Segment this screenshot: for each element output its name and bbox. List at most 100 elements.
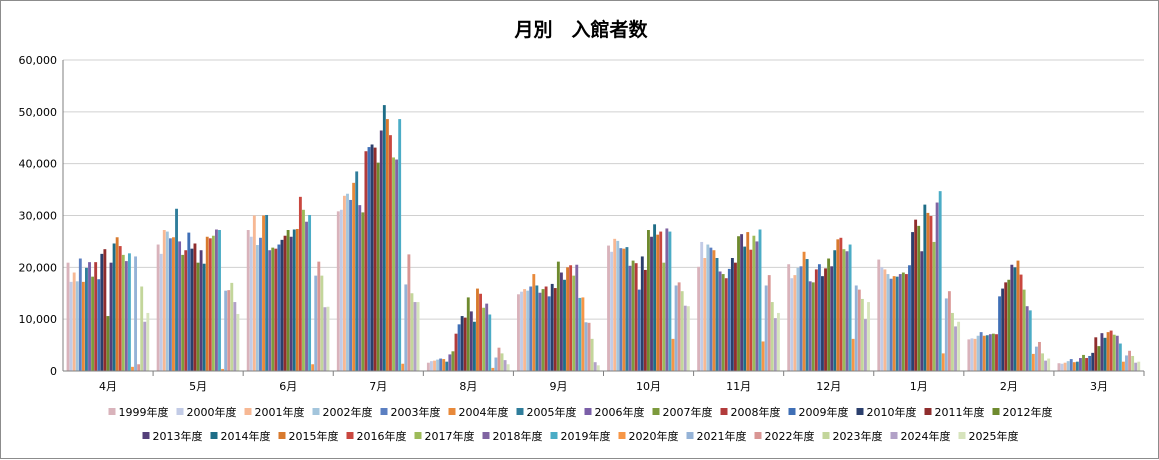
- bar: [715, 258, 719, 371]
- bar: [1121, 361, 1125, 371]
- bar: [1088, 355, 1092, 371]
- bar: [395, 159, 399, 371]
- bar: [1118, 343, 1122, 371]
- bar: [75, 281, 79, 371]
- legend-swatch: [550, 432, 558, 439]
- bar: [265, 214, 269, 371]
- bar: [1069, 359, 1073, 371]
- bar: [523, 289, 527, 371]
- bar: [590, 338, 594, 371]
- bar: [886, 274, 890, 371]
- bar: [410, 293, 414, 371]
- bar: [904, 274, 908, 371]
- bar: [146, 312, 150, 371]
- bar: [538, 292, 542, 371]
- x-tick-label: 6月: [279, 380, 297, 393]
- legend-swatch: [924, 408, 932, 415]
- bar: [392, 157, 395, 371]
- bar: [323, 307, 327, 371]
- bar: [898, 274, 902, 371]
- bar: [66, 262, 70, 371]
- bar: [911, 232, 914, 371]
- bar: [755, 241, 759, 371]
- bar: [131, 366, 134, 371]
- bar: [889, 278, 893, 371]
- legend-swatch: [142, 432, 150, 439]
- bar: [106, 316, 110, 371]
- bar: [298, 196, 302, 371]
- bar: [995, 334, 998, 371]
- bar: [97, 279, 101, 371]
- bar: [845, 251, 849, 371]
- legend-label: 2001年度: [255, 405, 305, 419]
- bar: [532, 274, 536, 371]
- bar: [569, 265, 573, 371]
- bar: [752, 235, 756, 371]
- bar: [686, 306, 690, 371]
- x-tick-label: 3月: [1090, 380, 1108, 393]
- bar: [361, 212, 365, 371]
- bar: [1047, 358, 1051, 371]
- bar: [379, 130, 383, 371]
- bar: [233, 302, 237, 371]
- bar: [436, 359, 440, 371]
- bar: [88, 262, 91, 371]
- legend-label: 2006年度: [595, 405, 645, 419]
- bar: [677, 282, 681, 371]
- bar: [439, 358, 443, 371]
- legend-label: 2025年度: [969, 429, 1019, 443]
- bar: [426, 362, 430, 371]
- bar: [445, 361, 449, 371]
- bar: [1063, 362, 1067, 371]
- bar: [709, 247, 713, 371]
- bar: [712, 250, 716, 371]
- bar: [877, 259, 881, 371]
- bar: [172, 237, 175, 371]
- bar: [398, 119, 402, 371]
- bar: [184, 250, 188, 371]
- bar: [370, 144, 374, 371]
- bar: [271, 247, 275, 371]
- bar: [246, 230, 250, 371]
- bar: [314, 275, 318, 371]
- legend-label: 2016年度: [357, 429, 407, 443]
- bar: [103, 249, 107, 371]
- x-tick-label: 2月: [1000, 380, 1018, 393]
- legend-label: 2017年度: [425, 429, 475, 443]
- legend-swatch: [108, 408, 116, 415]
- bar: [634, 263, 638, 371]
- bar: [460, 316, 464, 371]
- bar: [488, 314, 492, 371]
- legend-label: 2007年度: [663, 405, 713, 419]
- legend-swatch: [346, 432, 354, 439]
- bar: [124, 261, 128, 371]
- bar: [1013, 267, 1017, 371]
- bar: [1131, 355, 1135, 371]
- bar: [821, 276, 824, 371]
- bar: [1109, 330, 1113, 371]
- bar: [448, 354, 452, 371]
- bar: [358, 205, 362, 371]
- bar: [259, 237, 262, 371]
- bar: [954, 326, 957, 371]
- bar: [137, 364, 141, 371]
- bar: [274, 248, 278, 371]
- legend-label: 2005年度: [527, 405, 577, 419]
- bar: [430, 361, 433, 371]
- bar: [851, 338, 855, 371]
- bar: [252, 215, 256, 371]
- x-tick-label: 4月: [99, 380, 117, 393]
- bar: [883, 269, 887, 371]
- bar: [982, 335, 986, 371]
- bar: [1057, 363, 1061, 371]
- bar: [1100, 333, 1104, 371]
- bar: [382, 105, 386, 371]
- legend-swatch: [414, 432, 422, 439]
- bar: [941, 353, 945, 371]
- bar: [494, 357, 498, 371]
- bar: [1134, 362, 1138, 371]
- bar: [895, 276, 899, 371]
- bar: [85, 267, 88, 371]
